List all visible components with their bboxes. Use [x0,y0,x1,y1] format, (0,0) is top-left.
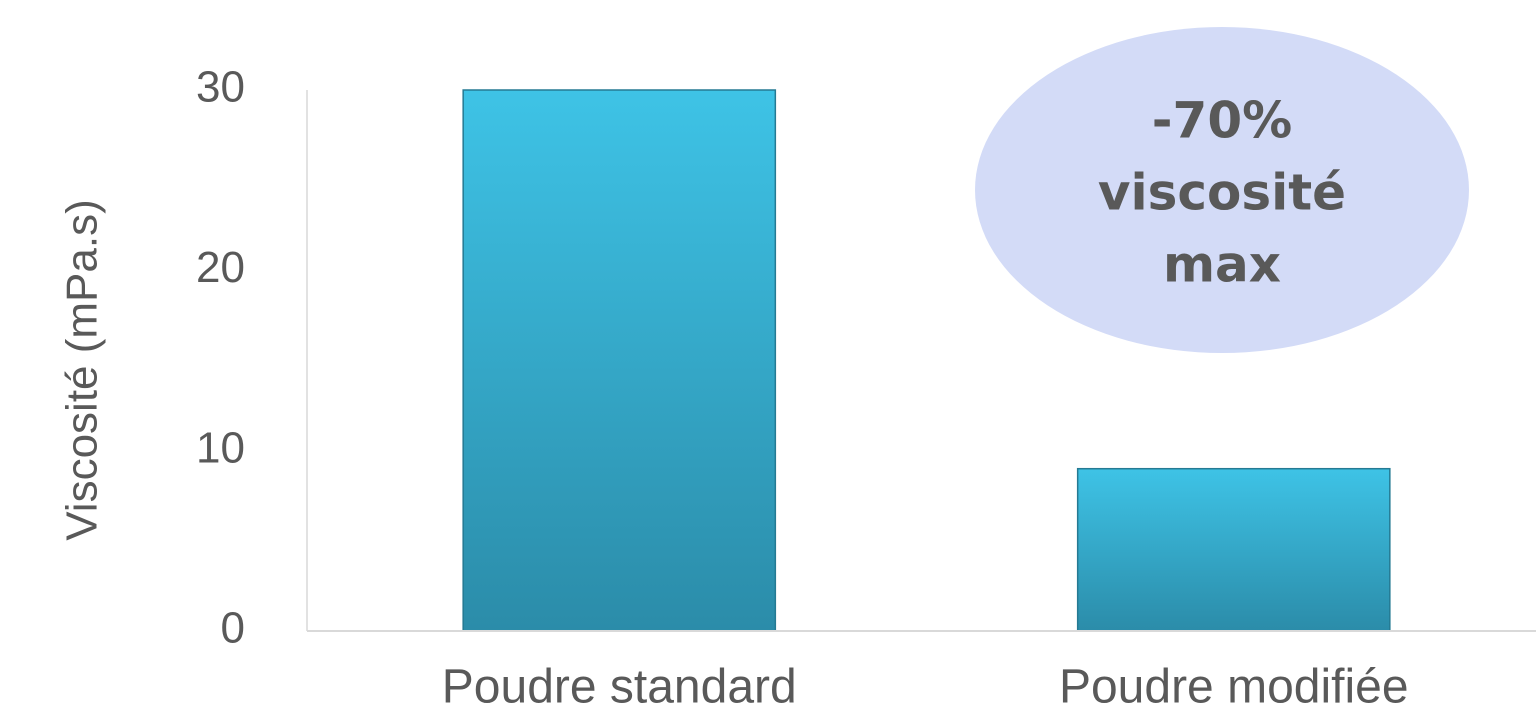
y-axis-label: Viscosité (mPa.s) [58,199,107,541]
y-tick-label: 20 [196,243,245,292]
annotation-bubble [975,27,1469,353]
y-tick-label: 0 [221,604,245,653]
y-tick-label: 30 [196,63,245,112]
bar [1076,467,1391,632]
x-tick-label: Poudre standard [442,661,797,714]
annotation-line: max [1163,236,1281,294]
bar [462,89,777,632]
annotation-line: -70% [1152,92,1292,150]
y-tick-label: 10 [196,423,245,472]
x-tick-label: Poudre modifiée [1059,661,1409,714]
annotation-line: viscosité [1098,164,1346,222]
